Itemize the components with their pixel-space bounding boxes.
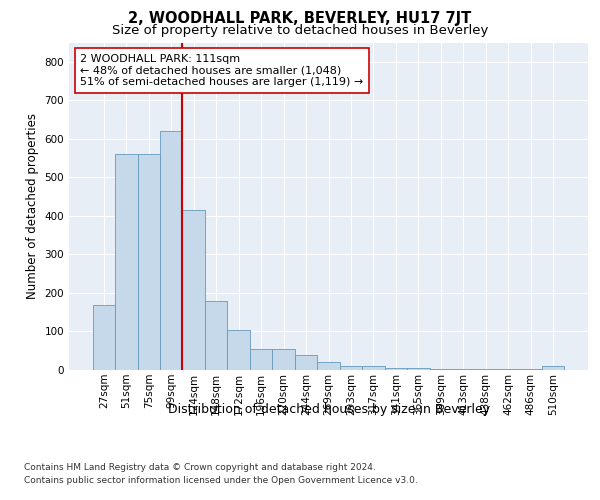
Bar <box>295 354 317 370</box>
Bar <box>407 368 430 370</box>
Text: Size of property relative to detached houses in Beverley: Size of property relative to detached ho… <box>112 24 488 37</box>
Text: Contains HM Land Registry data © Crown copyright and database right 2024.: Contains HM Land Registry data © Crown c… <box>24 462 376 471</box>
Bar <box>385 368 407 370</box>
Bar <box>542 366 565 370</box>
Bar <box>317 362 340 370</box>
Bar <box>452 369 475 370</box>
Bar <box>497 369 520 370</box>
Bar <box>362 366 385 370</box>
Bar <box>160 131 182 370</box>
Bar <box>137 154 160 370</box>
Text: Contains public sector information licensed under the Open Government Licence v3: Contains public sector information licen… <box>24 476 418 485</box>
Text: 2 WOODHALL PARK: 111sqm
← 48% of detached houses are smaller (1,048)
51% of semi: 2 WOODHALL PARK: 111sqm ← 48% of detache… <box>80 54 364 87</box>
Bar <box>475 369 497 370</box>
Bar <box>182 210 205 370</box>
Text: Distribution of detached houses by size in Beverley: Distribution of detached houses by size … <box>168 402 490 415</box>
Bar <box>227 330 250 370</box>
Bar <box>430 369 452 370</box>
Text: 2, WOODHALL PARK, BEVERLEY, HU17 7JT: 2, WOODHALL PARK, BEVERLEY, HU17 7JT <box>128 12 472 26</box>
Bar <box>520 369 542 370</box>
Bar <box>250 349 272 370</box>
Bar <box>340 366 362 370</box>
Bar <box>205 300 227 370</box>
Bar <box>92 304 115 370</box>
Bar <box>272 349 295 370</box>
Y-axis label: Number of detached properties: Number of detached properties <box>26 114 39 299</box>
Bar <box>115 154 137 370</box>
